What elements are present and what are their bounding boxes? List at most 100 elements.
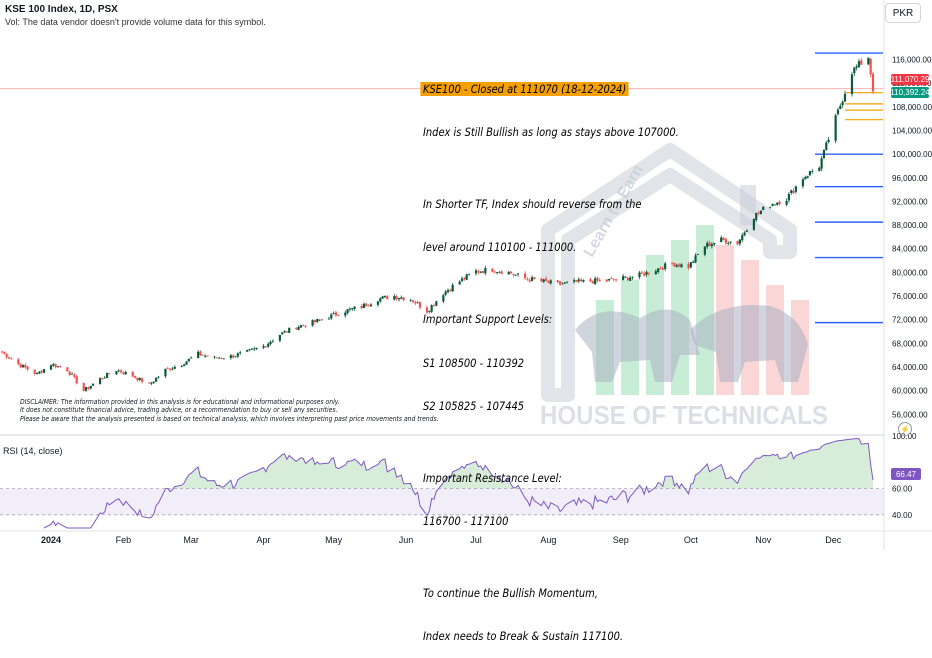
candle-body — [727, 243, 730, 244]
candle-body — [626, 277, 629, 280]
rsi-label[interactable]: RSI (14, close) — [3, 446, 63, 456]
currency-button[interactable]: PKR — [885, 3, 921, 23]
y-tick-label: 68,000.00 — [892, 339, 928, 348]
watermark-bar — [696, 225, 714, 395]
candle-body — [346, 309, 349, 314]
analysis-line: Important Support Levels: — [423, 312, 553, 327]
candle-body — [708, 242, 711, 247]
candle-body — [507, 271, 510, 275]
candle-body — [360, 305, 363, 309]
candle-body — [654, 271, 657, 275]
candle-body — [834, 115, 837, 141]
candle-body — [199, 351, 202, 356]
candle-body — [785, 200, 788, 205]
candle-body — [229, 355, 232, 358]
candle-body — [173, 366, 176, 369]
candle-body — [713, 242, 716, 245]
candle-body — [3, 351, 6, 354]
candle-body — [17, 359, 20, 364]
candle-body — [383, 295, 387, 298]
candle-body — [580, 279, 583, 282]
candle-body — [773, 204, 777, 206]
candle-body — [428, 310, 431, 312]
y-tick-label: 72,000.00 — [892, 316, 928, 325]
candle-body — [264, 346, 267, 348]
candle-body — [166, 368, 169, 370]
candle-body — [565, 281, 569, 283]
candle-body — [589, 279, 592, 282]
analysis-line: Index is Still Bullish as long as stays … — [423, 125, 679, 140]
candle-body — [458, 281, 461, 285]
candle-body — [680, 264, 683, 268]
candle-body — [857, 61, 861, 68]
candle-body — [741, 235, 744, 241]
candle-body — [400, 297, 403, 299]
candle-body — [430, 305, 433, 312]
candle-body — [103, 377, 106, 379]
candle-body — [5, 354, 8, 358]
rsi-pane[interactable]: 100.00 60.00 40.00 — [0, 432, 917, 529]
candle-body — [643, 273, 646, 276]
candle-body — [694, 255, 697, 263]
candle-body — [267, 343, 270, 347]
candle-body — [481, 270, 485, 273]
candlestick-series[interactable] — [0, 57, 875, 392]
candle-body — [152, 381, 155, 383]
candle-body — [119, 370, 123, 373]
candle-body — [271, 340, 274, 342]
candle-body — [402, 297, 405, 301]
lightning-icon[interactable]: ⚡ — [898, 422, 912, 436]
symbol-title[interactable]: KSE 100 Index, 1D, PSX — [5, 4, 118, 15]
candle-body — [500, 271, 503, 274]
candle-body — [75, 376, 78, 384]
x-tick-label: Jun — [399, 535, 414, 545]
y-tick-label: 80,000.00 — [892, 268, 928, 277]
candle-body — [0, 351, 4, 353]
candle-body — [353, 306, 356, 309]
candle-body — [395, 296, 398, 299]
candle-body — [246, 349, 249, 352]
candle-body — [495, 272, 499, 273]
analysis-headline: KSE100 - Closed at 111070 (18-12-2024) — [420, 81, 629, 97]
candle-body — [528, 279, 531, 282]
candle-body — [547, 281, 550, 283]
candle-body — [397, 298, 401, 300]
candle-body — [376, 301, 380, 305]
disclaimer-line: It does not constitute financial advice,… — [20, 405, 338, 415]
candle-body — [752, 219, 756, 230]
candle-body — [281, 332, 284, 335]
candle-body — [148, 382, 151, 384]
candle-body — [91, 383, 95, 386]
candle-body — [516, 273, 520, 275]
candle-body — [40, 370, 43, 373]
candle-body — [59, 366, 62, 368]
candle-body — [736, 241, 739, 245]
candle-body — [575, 280, 578, 283]
candle-body — [696, 254, 699, 255]
candle-body — [594, 278, 597, 284]
candle-body — [304, 326, 307, 327]
y-tick-label: 76,000.00 — [892, 292, 928, 301]
candle-body — [533, 277, 536, 280]
candle-body — [33, 369, 36, 374]
candle-body — [451, 284, 454, 292]
candle-body — [624, 276, 627, 278]
candle-body — [757, 212, 760, 214]
candle-body — [577, 279, 580, 282]
disclaimer: DISCLAIMER: The information provided in … — [20, 397, 439, 423]
candle-body — [108, 373, 111, 375]
candle-body — [409, 299, 412, 301]
y-tick-label: 116,000.00 — [892, 56, 932, 65]
candle-body — [573, 280, 576, 282]
candle-body — [769, 206, 772, 208]
candle-body — [722, 237, 725, 240]
candle-body — [35, 372, 39, 375]
candle-body — [509, 271, 513, 274]
candle-body — [860, 60, 863, 65]
candle-body — [197, 351, 200, 358]
x-tick-label: May — [325, 535, 343, 545]
candle-body — [435, 301, 438, 306]
candle-body — [213, 356, 216, 358]
analysis-line: Index needs to Break & Sustain 117100. — [423, 629, 624, 644]
